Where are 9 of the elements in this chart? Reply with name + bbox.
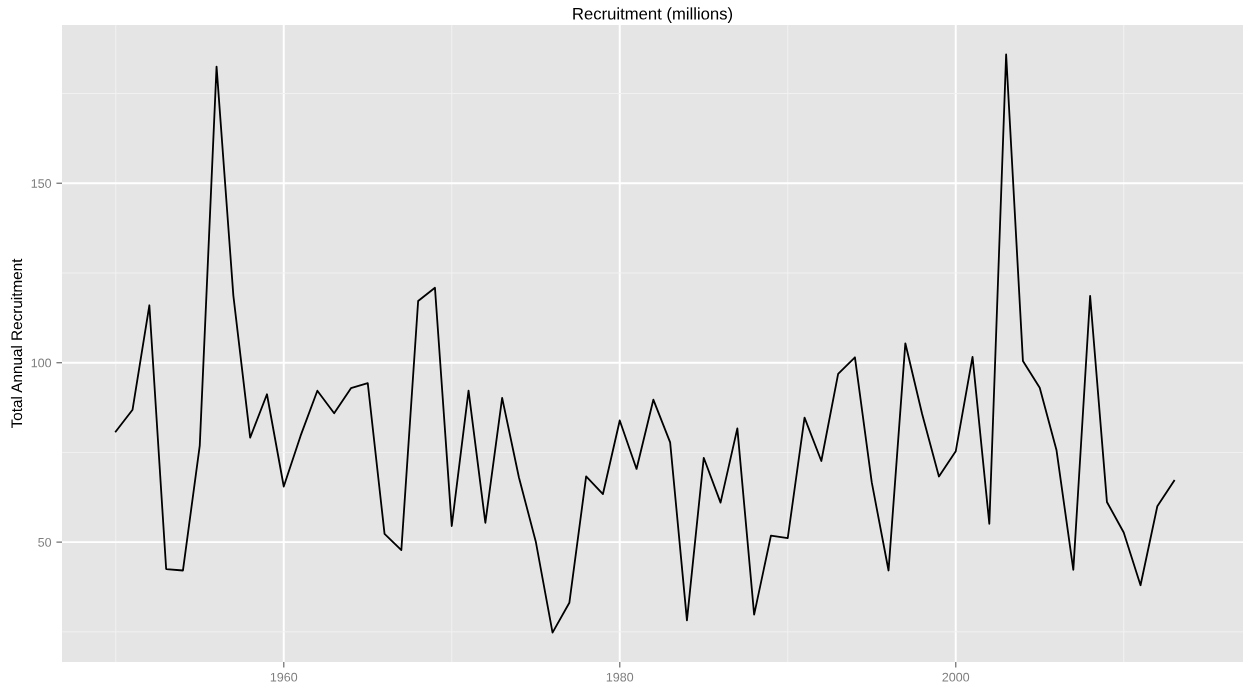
y-tick-label: 150 (31, 179, 52, 188)
y-tick-label: 50 (38, 537, 52, 547)
x-tick-label: 1960 (270, 672, 298, 682)
y-tick-label: 100 (31, 358, 52, 368)
x-tick-label: 2000 (942, 672, 970, 682)
y-axis-title: Total Annual Recruitment (10, 258, 23, 429)
x-tick-label: 1980 (606, 672, 634, 682)
line-series (114, 53, 1176, 634)
chart-title: Recruitment (millions) (573, 7, 733, 23)
